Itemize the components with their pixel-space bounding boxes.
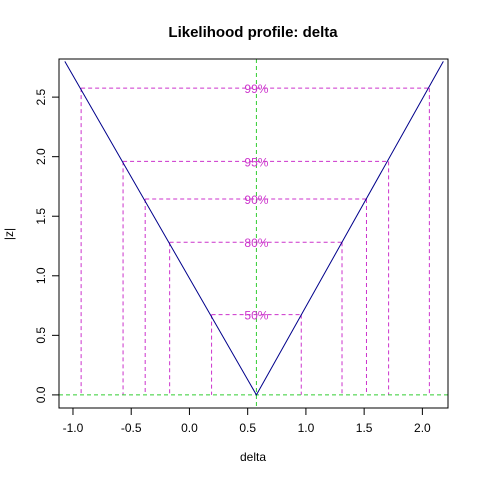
y-axis-label: |z| (2, 228, 16, 240)
level-label-3: 80% (244, 236, 268, 250)
level-label-4: 50% (244, 309, 268, 323)
y-tick-label-2: 1.0 (34, 267, 48, 284)
x-tick-label-5: 1.5 (356, 421, 373, 435)
x-tick-label-1: -0.5 (121, 421, 142, 435)
plot-area: 99% 95% 90% 80% 50% (59, 59, 448, 408)
y-tick-label-1: 0.5 (34, 327, 48, 344)
chart-title: Likelihood profile: delta (168, 24, 338, 41)
x-tick-label-6: 2.0 (414, 421, 431, 435)
x-tick-label-2: 0.0 (181, 421, 198, 435)
level-label-1: 95% (244, 155, 268, 169)
level-label-2: 90% (244, 193, 268, 207)
x-axis-label: delta (240, 450, 266, 464)
plot-frame (58, 58, 449, 409)
profile-curve (64, 61, 444, 396)
x-tick-label-0: -1.0 (63, 421, 84, 435)
x-tick-label-3: 0.5 (239, 421, 256, 435)
x-tick-label-4: 1.0 (298, 421, 315, 435)
y-tick-label-5: 2.5 (34, 88, 48, 105)
y-tick-label-4: 2.0 (34, 148, 48, 165)
y-axis: 0.0 0.5 1.0 1.5 2.0 2.5 (34, 88, 60, 403)
level-label-0: 99% (244, 82, 268, 96)
x-axis: -1.0 -0.5 0.0 0.5 1.0 1.5 2.0 (63, 407, 431, 435)
y-tick-label-0: 0.0 (34, 386, 48, 403)
y-tick-label-3: 1.5 (34, 208, 48, 225)
